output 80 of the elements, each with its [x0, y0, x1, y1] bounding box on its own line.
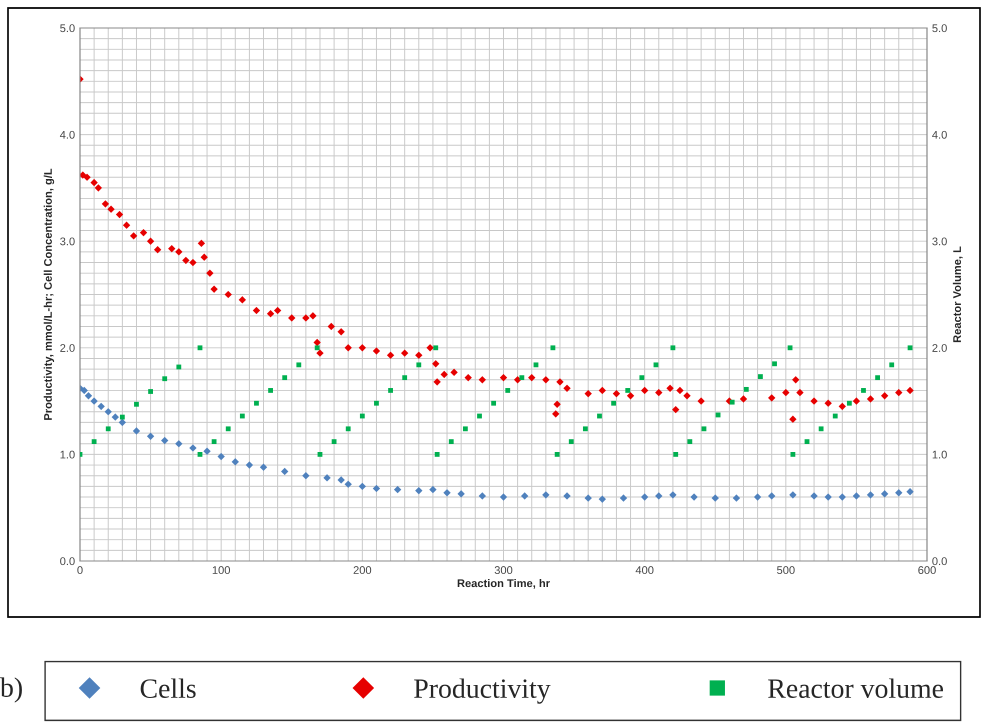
x-tick-label: 0 — [77, 566, 83, 574]
legend-label: Productivity — [414, 678, 551, 704]
point — [358, 482, 366, 490]
point — [246, 461, 254, 469]
point — [895, 489, 902, 496]
y2-tick-label: 0.0 — [932, 557, 947, 566]
point — [754, 493, 762, 501]
y-tick-label: 1.0 — [60, 450, 75, 459]
point — [690, 493, 698, 501]
point — [598, 496, 606, 503]
point — [104, 408, 112, 416]
x-axis-title: Reaction Time, hr — [458, 578, 550, 589]
x-tick-label: 600 — [918, 566, 936, 574]
point — [712, 494, 719, 502]
point — [260, 464, 268, 471]
point — [880, 490, 888, 498]
point — [90, 397, 98, 405]
x-tick-label: 300 — [494, 566, 512, 574]
point — [521, 492, 528, 500]
point — [906, 488, 914, 496]
point — [415, 486, 422, 494]
point — [217, 452, 225, 460]
legend-label: Reactor volume — [768, 678, 943, 698]
y-tick-label: 0.0 — [60, 557, 75, 566]
point — [789, 491, 797, 499]
point — [112, 413, 119, 421]
point — [84, 392, 92, 400]
y-tick-label: 5.0 — [60, 24, 75, 32]
point — [189, 444, 197, 452]
point — [98, 402, 105, 410]
point — [132, 427, 140, 435]
point — [852, 492, 860, 500]
point — [620, 494, 628, 502]
point — [302, 472, 310, 480]
point — [478, 492, 486, 500]
point — [118, 418, 126, 426]
text: b) — [0, 677, 22, 703]
y-tick-label: 3.0 — [60, 237, 75, 246]
x-tick-label: 500 — [777, 566, 795, 574]
y-axis-title: Productivity, mmol/L-hr; Cell Concentration, g/L — [44, 168, 54, 420]
point — [866, 491, 874, 499]
point — [669, 491, 677, 499]
y-tick-label: 2.0 — [60, 344, 75, 352]
x-tick-label: 400 — [636, 566, 654, 574]
point — [232, 458, 239, 466]
point — [457, 490, 465, 498]
point — [344, 480, 352, 488]
y2-tick-label: 1.0 — [932, 450, 947, 459]
y2-tick-label: 4.0 — [932, 130, 947, 139]
point — [281, 468, 288, 476]
point — [584, 494, 592, 502]
point — [500, 493, 508, 501]
y-tick-label: 4.0 — [60, 130, 75, 139]
point — [768, 492, 776, 500]
point — [323, 474, 331, 482]
point — [372, 484, 380, 492]
point — [337, 476, 345, 484]
point — [655, 492, 662, 500]
point — [824, 493, 832, 501]
y2-tick-label: 3.0 — [932, 237, 947, 246]
point — [175, 440, 182, 448]
point — [838, 493, 846, 501]
point — [563, 492, 571, 500]
point — [443, 489, 451, 496]
point — [542, 491, 550, 499]
point — [732, 494, 740, 502]
y2-axis-title: Reactor Volume, L — [952, 246, 963, 342]
x-tick-label: 100 — [212, 566, 230, 574]
point — [640, 493, 648, 501]
y2-tick-label: 2.0 — [932, 344, 947, 352]
legend-label: Cells — [140, 678, 196, 698]
point — [810, 492, 818, 500]
point — [161, 436, 168, 444]
point — [146, 432, 154, 440]
x-tick-label: 200 — [354, 566, 372, 574]
point — [80, 386, 88, 394]
point — [203, 448, 211, 455]
point — [394, 486, 402, 494]
y2-tick-label: 5.0 — [932, 24, 947, 32]
point — [429, 486, 437, 494]
